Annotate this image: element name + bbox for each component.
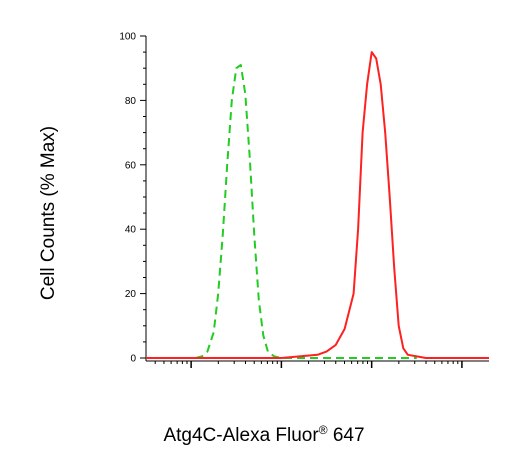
y-tick-label: 80 xyxy=(125,96,137,107)
y-tick-label: 100 xyxy=(119,32,136,43)
y-axis-title: Cell Counts (% Max) xyxy=(38,126,59,300)
y-tick-label: 0 xyxy=(130,354,136,365)
y-tick-label: 40 xyxy=(125,225,137,236)
x-axis-title-main: Atg4C-Alexa Fluor xyxy=(163,425,319,446)
x-axis-title-tail: 647 xyxy=(328,425,365,446)
series-layer xyxy=(146,51,489,359)
y-tick-label: 20 xyxy=(125,289,137,300)
axes: 0 20 40 60 80 100 xyxy=(119,32,489,368)
series-line-2 xyxy=(146,51,489,359)
y-tick-label: 60 xyxy=(125,160,137,171)
x-axis-title-registered-mark: ® xyxy=(319,423,328,437)
x-axis-title: Atg4C-Alexa Fluor® 647 xyxy=(163,423,364,446)
